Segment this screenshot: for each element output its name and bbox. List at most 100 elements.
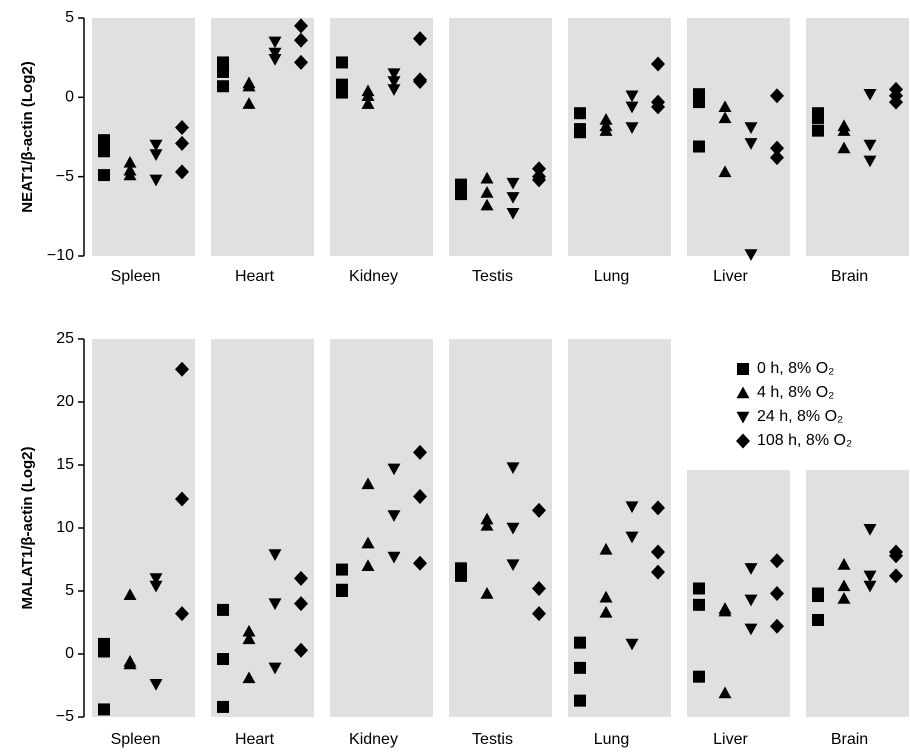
y-tick-label: 0 [65,645,74,662]
data-point [812,590,824,603]
data-point [175,135,189,151]
data-point [506,559,520,572]
data-point [242,97,256,109]
data-point [175,164,189,180]
category-band [687,18,790,256]
legend-label: 0 h, 8% O₂ [757,360,834,377]
data-point [480,518,494,531]
data-point [693,96,705,109]
data-point [98,703,110,716]
data-point [718,100,732,113]
data-point [506,192,520,204]
data-point [651,56,665,72]
data-point [480,171,494,184]
data-point [837,592,851,604]
data-point [480,186,494,198]
data-point [336,56,348,69]
data-point [744,563,758,575]
data-point [863,580,877,593]
category-band [92,339,195,717]
data-point [123,657,137,670]
data-point [217,56,229,69]
data-point [336,86,348,99]
data-point [217,653,229,666]
data-point [149,679,163,691]
category-band [330,18,433,256]
data-point [361,559,375,571]
data-point [455,569,467,582]
data-point [217,700,229,713]
data-point [863,88,877,101]
data-point [98,169,110,182]
legend-marker [736,386,750,399]
data-point [837,141,851,154]
data-point [625,638,639,651]
legend-label: 108 h, 8% O₂ [757,432,852,449]
data-point [599,605,613,618]
x-tick-label: Kidney [349,731,398,748]
data-point [268,598,282,611]
data-point [294,570,308,586]
data-point [294,54,308,70]
data-point [242,624,256,637]
data-point [863,155,877,168]
data-point [268,47,282,60]
category-band [806,18,909,256]
data-point [361,89,375,101]
x-tick-label: Liver [713,731,748,748]
data-point [574,661,586,674]
data-point [744,594,758,607]
data-point [268,662,282,675]
data-point [693,582,705,595]
x-tick-label: Lung [594,268,630,285]
data-point [506,207,520,220]
x-tick-label: Lung [594,731,630,748]
legend-marker [736,433,750,449]
data-point [693,670,705,683]
y-tick-label: −10 [47,247,74,264]
data-point [837,558,851,570]
data-point [149,573,163,585]
x-tick-label: Heart [235,731,275,748]
data-point [480,198,494,211]
data-point [149,149,163,161]
data-point [693,598,705,611]
data-point [812,111,824,124]
data-point [625,122,639,134]
data-point [770,140,784,156]
data-point [175,606,189,622]
y-tick-label: 5 [65,9,74,26]
data-point [599,590,613,603]
data-point [718,604,732,617]
data-point [625,90,639,103]
data-point [98,645,110,658]
data-point [599,113,613,125]
data-point [574,694,586,707]
data-point [599,124,613,136]
data-point [480,512,494,525]
data-point [242,79,256,92]
data-point [574,107,586,120]
data-point [336,563,348,576]
data-point [651,500,665,516]
data-point [770,553,784,569]
data-point [863,570,877,583]
data-point [387,76,401,88]
data-point [123,155,137,168]
y-tick-label: 0 [65,89,74,106]
data-point [863,524,877,536]
data-point [506,522,520,535]
data-point [863,139,877,152]
data-point [175,119,189,135]
data-point [175,361,189,377]
data-point [455,188,467,201]
data-point [532,606,546,622]
data-point [123,168,137,181]
data-point [532,161,546,177]
x-tick-label: Spleen [111,268,161,285]
data-point [889,568,903,584]
data-point [837,579,851,592]
x-tick-label: Brain [831,268,868,285]
data-point [387,463,401,476]
